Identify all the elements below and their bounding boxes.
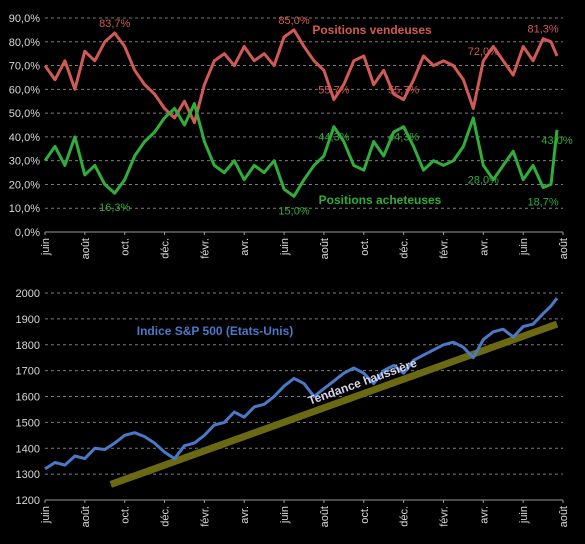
y-tick-label: 1900 <box>16 314 40 326</box>
x-tick-label: oct. <box>120 238 132 256</box>
annotation-label: 85,0% <box>278 15 309 27</box>
x-tick-label: août <box>319 506 331 527</box>
series-line-sp500 <box>44 297 559 471</box>
top-x-axis-ticks: juin août oct. déc. févr. avr. juin août oct. déc… <box>40 232 570 259</box>
y-tick-label: 1600 <box>16 392 40 404</box>
annotation-label: 44,3% <box>388 132 419 144</box>
x-tick-label: août <box>558 506 570 527</box>
x-tick-label: févr. <box>438 238 450 259</box>
y-tick-label: 30,0% <box>9 156 40 168</box>
legend-label-buyers: Positions acheteuses <box>319 193 442 207</box>
annotation-label: 55,7% <box>388 85 419 97</box>
annotation-label: 43,0% <box>541 135 572 147</box>
x-tick-label: juin <box>40 238 52 256</box>
annotation-label: 16,3% <box>99 202 130 214</box>
y-tick-label: 1400 <box>16 443 40 455</box>
y-tick-label: 1500 <box>16 417 40 429</box>
y-tick-label: 2000 <box>16 288 40 300</box>
x-tick-label: déc. <box>399 238 411 259</box>
x-tick-label: juin <box>279 506 291 524</box>
annotation-label: 72,0% <box>468 46 499 58</box>
y-tick-label: 1700 <box>16 366 40 378</box>
annotation-label: 28,0% <box>468 174 499 186</box>
legend-label-sellers: Positions vendeuses <box>312 23 432 37</box>
bottom-gridlines <box>45 292 563 501</box>
annotation-label: 55,7% <box>318 85 349 97</box>
y-tick-label: 60,0% <box>9 84 40 96</box>
bottom-x-axis-ticks: juin août oct. déc. févr. avr. juin août oct. déc… <box>40 500 570 527</box>
x-tick-label: déc. <box>399 506 411 527</box>
x-tick-label: juin <box>518 506 530 524</box>
series-line-sellers <box>43 28 559 125</box>
x-tick-label: févr. <box>199 506 211 527</box>
y-tick-label: 1800 <box>16 340 40 352</box>
x-tick-label: oct. <box>359 238 371 256</box>
x-tick-label: avr. <box>478 238 490 256</box>
y-tick-label: 20,0% <box>9 179 40 191</box>
annotation-label: 44,3% <box>318 132 349 144</box>
annotation-label: 18,7% <box>527 197 558 209</box>
trend-line <box>109 320 559 488</box>
x-tick-label: oct. <box>359 506 371 524</box>
x-tick-label: juin <box>518 238 530 256</box>
series-label-sp500: Indice S&P 500 (Etats-Unis) <box>137 324 294 338</box>
x-tick-label: oct. <box>120 506 132 524</box>
annotation-label: 15,0% <box>278 205 309 217</box>
y-tick-label: 0,0% <box>15 227 40 239</box>
annotation-label: 81,3% <box>527 24 558 36</box>
top-y-axis-ticks: 0,0% 10,0% 20,0% 30,0% 40,0% 50,0% 60,0% 70,0% 8… <box>9 13 40 239</box>
y-tick-label: 90,0% <box>9 13 40 25</box>
y-tick-label: 40,0% <box>9 132 40 144</box>
x-tick-label: août <box>319 238 331 259</box>
annotation-label: 83,7% <box>99 18 130 30</box>
y-tick-label: 50,0% <box>9 108 40 120</box>
series-line-buyers <box>43 102 559 198</box>
x-tick-label: févr. <box>438 506 450 527</box>
x-tick-label: juin <box>279 238 291 256</box>
y-tick-label: 70,0% <box>9 61 40 73</box>
x-tick-label: août <box>80 506 92 527</box>
x-tick-label: août <box>80 238 92 259</box>
y-tick-label: 80,0% <box>9 37 40 49</box>
y-tick-label: 1200 <box>16 495 40 507</box>
x-tick-label: avr. <box>239 238 251 256</box>
x-tick-label: juin <box>40 506 52 524</box>
x-tick-label: déc. <box>160 506 172 527</box>
y-tick-label: 1300 <box>16 469 40 481</box>
y-tick-label: 10,0% <box>9 203 40 215</box>
top-annotations: 83,7% 85,0% 55,7% 55,7% 72,0% 81,3% 16,3% 15,0%… <box>99 15 573 217</box>
bottom-chart-sp500: 1200 1300 1400 1500 1600 1700 1800 1900 2000 jui… <box>16 288 570 527</box>
bottom-series-line <box>44 297 559 471</box>
x-tick-label: févr. <box>199 238 211 259</box>
top-series-lines <box>43 28 559 198</box>
x-tick-label: avr. <box>239 506 251 524</box>
top-chart-positions: 0,0% 10,0% 20,0% 30,0% 40,0% 50,0% 60,0% 70,0% 8… <box>9 13 573 259</box>
bottom-y-axis-ticks: 1200 1300 1400 1500 1600 1700 1800 1900 2000 <box>16 288 40 507</box>
x-tick-label: août <box>558 238 570 259</box>
x-tick-label: déc. <box>160 238 172 259</box>
x-tick-label: avr. <box>478 506 490 524</box>
